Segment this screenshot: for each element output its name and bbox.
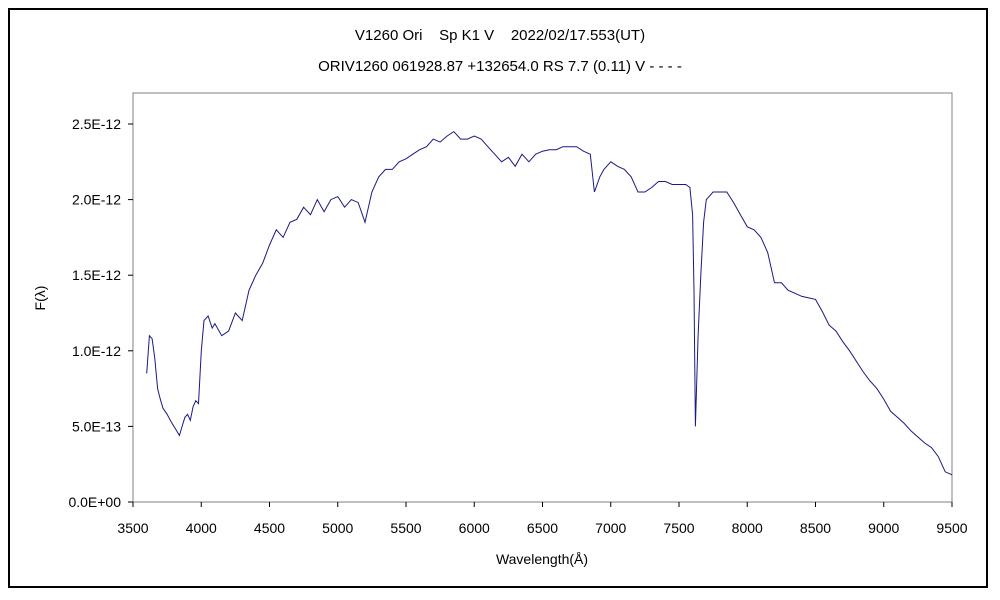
axis-ticks bbox=[128, 123, 953, 507]
spectrum-line bbox=[146, 130, 953, 476]
y-tick-label: 1.0E-12 bbox=[72, 343, 121, 359]
x-tick-label: 8000 bbox=[732, 520, 763, 536]
x-tick-label: 8500 bbox=[800, 520, 831, 536]
plot-area bbox=[132, 92, 953, 503]
y-tick-label: 0.0E+00 bbox=[68, 494, 121, 510]
y-tick-labels: 0.0E+00 5.0E-13 1.0E-12 1.5E-12 2.0E-12 2.5E-… bbox=[68, 116, 121, 510]
x-axis-label: Wavelength(Å) bbox=[496, 551, 588, 567]
x-tick-label: 6500 bbox=[527, 520, 558, 536]
x-tick-label: 7000 bbox=[595, 520, 626, 536]
y-tick-label: 2.0E-12 bbox=[72, 192, 121, 208]
x-tick-label: 4500 bbox=[254, 520, 285, 536]
x-tick-label: 5500 bbox=[390, 520, 421, 536]
x-tick-label: 9500 bbox=[936, 520, 967, 536]
x-tick-label: 4000 bbox=[186, 520, 217, 536]
chart-title: V1260 Ori Sp K1 V 2022/02/17.553(UT) bbox=[354, 27, 646, 44]
y-axis-label: F(λ) bbox=[32, 286, 48, 311]
chart-frame bbox=[8, 8, 988, 588]
x-tick-label: 5000 bbox=[322, 520, 353, 536]
y-tick-label: 5.0E-13 bbox=[72, 418, 121, 434]
x-tick-label: 3500 bbox=[117, 520, 148, 536]
x-tick-label: 6000 bbox=[459, 520, 490, 536]
y-tick-label: 2.5E-12 bbox=[72, 116, 121, 132]
x-tick-labels: 3500 4000 4500 5000 5500 6000 6500 7000 7500 8000… bbox=[117, 520, 967, 536]
y-tick-label: 1.5E-12 bbox=[72, 267, 121, 283]
x-tick-label: 7500 bbox=[663, 520, 694, 536]
x-tick-label: 9000 bbox=[868, 520, 899, 536]
chart-subtitle: ORIV1260 061928.87 +132654.0 RS 7.7 (0.1… bbox=[318, 58, 682, 75]
